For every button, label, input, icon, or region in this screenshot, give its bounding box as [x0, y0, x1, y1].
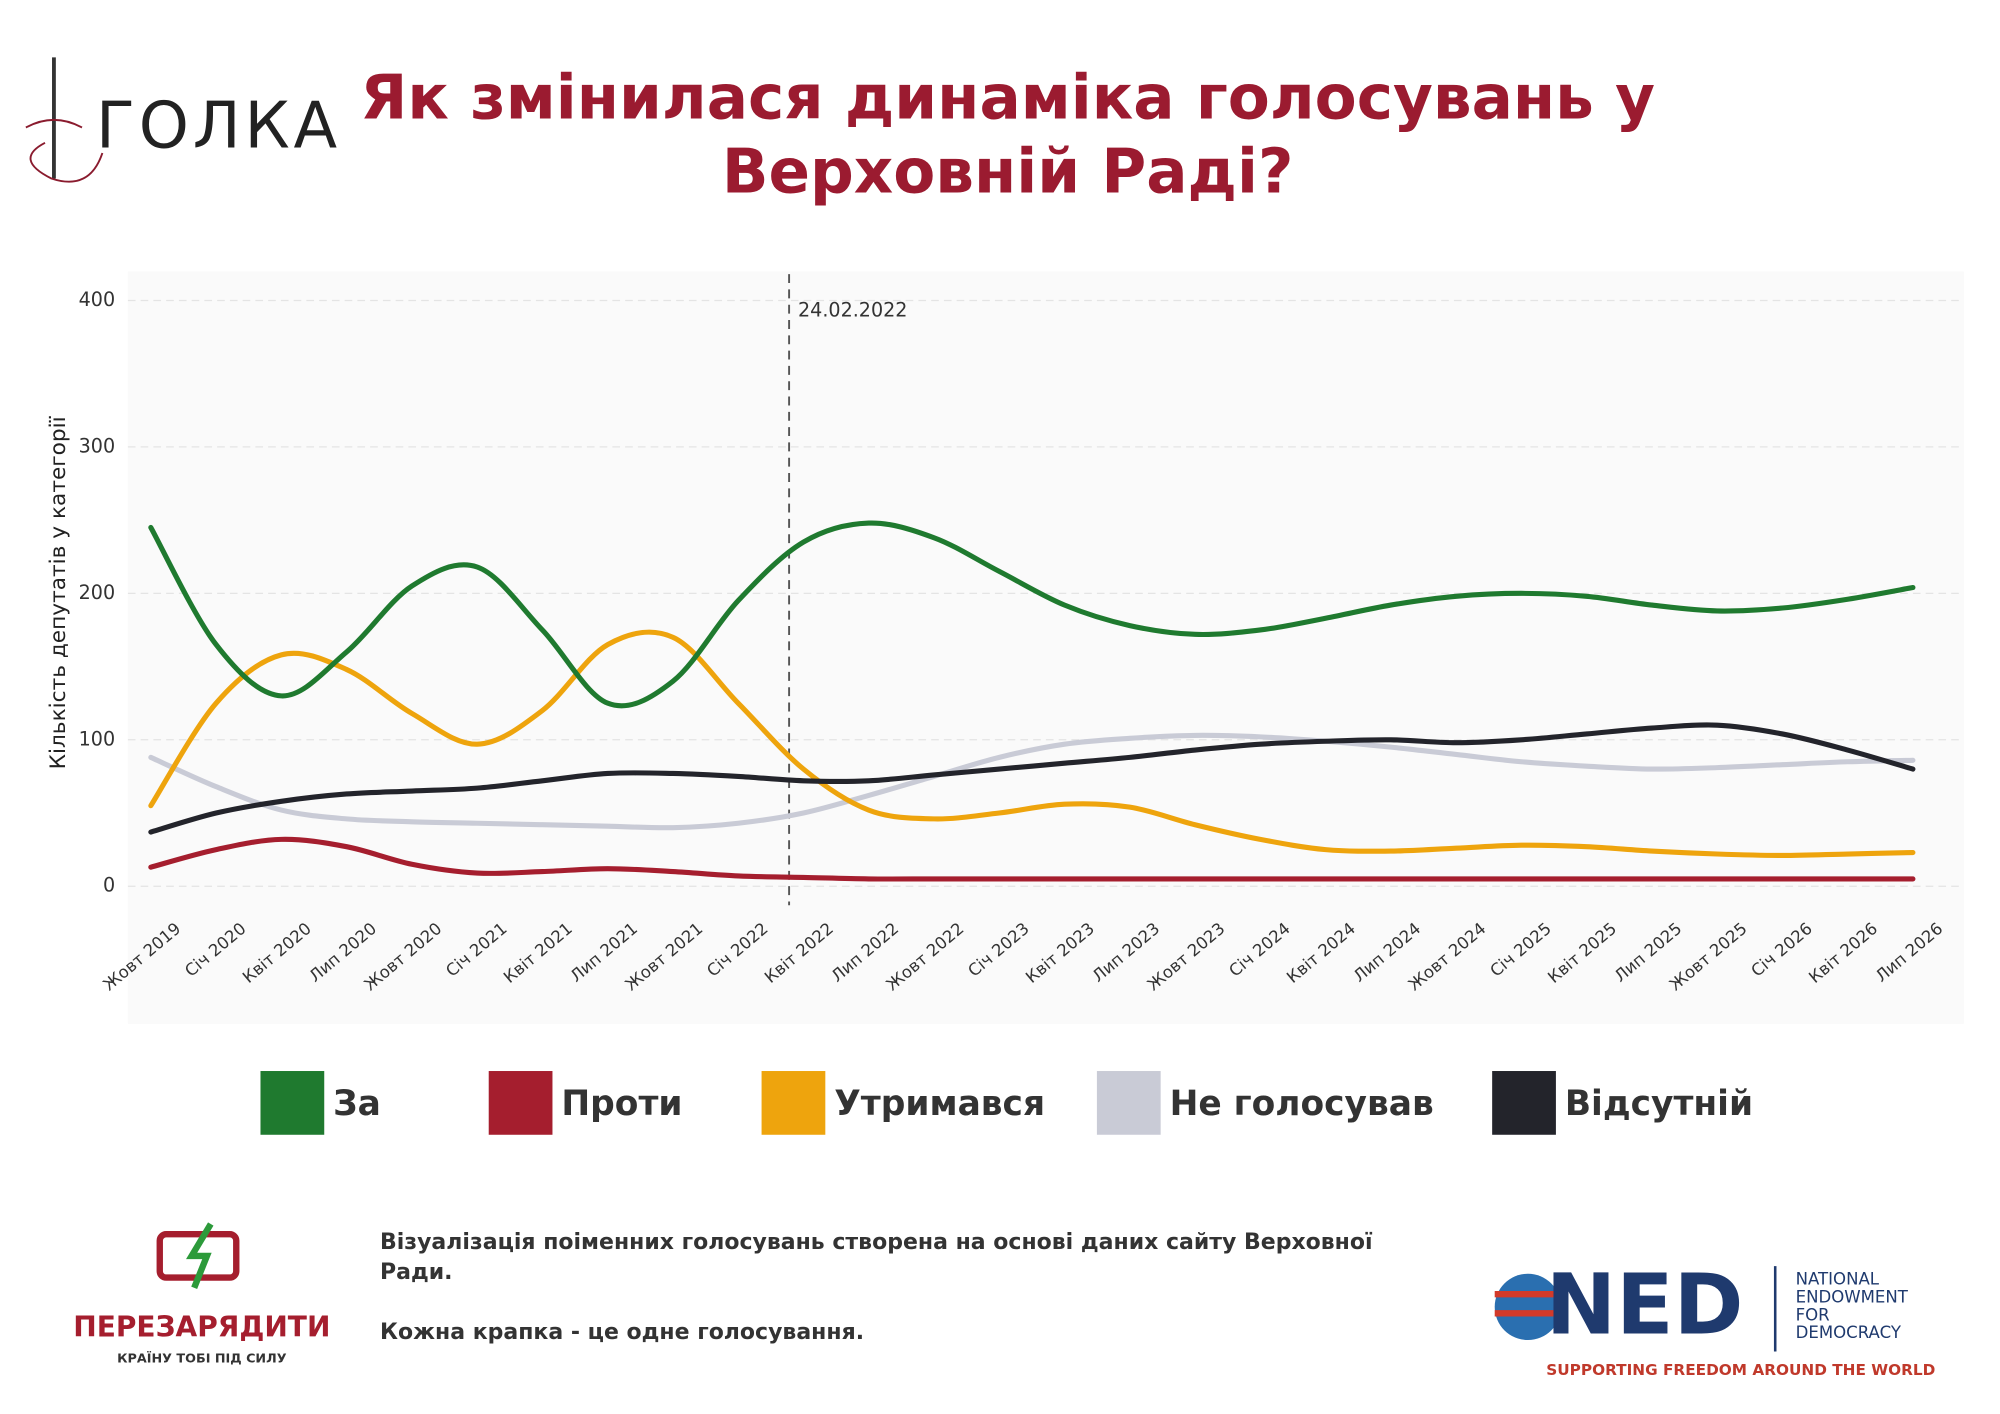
globe-icon: [1494, 1273, 1562, 1341]
series-line: [148, 629, 1916, 859]
ned-name: NED: [1546, 1256, 1744, 1354]
logo-text: ГОЛКА: [96, 90, 341, 164]
y-tick-label: 200: [79, 581, 115, 604]
legend-label: Проти: [561, 1084, 682, 1124]
logo-thread: [25, 118, 104, 183]
ned-fullname: DEMOCRACY: [1796, 1323, 1902, 1342]
footer-note: Кожна крапка - це одне голосування.: [380, 1320, 865, 1345]
y-tick-label: 300: [79, 434, 115, 457]
partner-logo: ПЕРЕЗАРЯДИТИ КРАЇНУ ТОБІ ПІД СИЛУ: [73, 1222, 330, 1367]
bolt-icon: [186, 1222, 214, 1289]
partner-name: ПЕРЕЗАРЯДИТИ: [73, 1311, 330, 1344]
event-label: 24.02.2022: [798, 299, 907, 322]
series-line: [148, 520, 1916, 709]
legend-swatch: [488, 1071, 553, 1135]
series-line: [148, 722, 1916, 835]
y-tick-label: 0: [103, 874, 115, 897]
legend-swatch: [1492, 1071, 1556, 1135]
title: Верховній Раді?: [722, 137, 1294, 208]
partner-tagline: КРАЇНУ ТОБІ ПІД СИЛУ: [117, 1351, 287, 1367]
y-axis-title: Кількість депутатів у категорії: [46, 415, 71, 769]
legend-swatch: [1096, 1071, 1161, 1135]
legend-label: Утримався: [834, 1084, 1045, 1124]
golka-logo: ГОЛКА: [25, 57, 341, 183]
footer-note: Візуалізація поіменних голосувань створе…: [380, 1230, 1373, 1285]
legend: За Проти Утримався Не голосував Відсутній: [260, 1071, 1753, 1135]
y-tick-label: 100: [79, 727, 115, 750]
series-line: [148, 732, 1916, 831]
ned-fullname: FOR: [1796, 1305, 1831, 1324]
legend-label: За: [333, 1084, 381, 1124]
series-line: [148, 836, 1916, 882]
ned-logo: NED NATIONAL ENDOWMENT FOR DEMOCRACY SUP…: [1494, 1256, 1935, 1379]
ned-fullname: NATIONAL: [1796, 1270, 1880, 1289]
title: Як змінилася динаміка голосувань у: [360, 63, 1655, 134]
legend-label: Не голосував: [1170, 1084, 1434, 1124]
plot-background: [127, 271, 1964, 1024]
legend-swatch: [761, 1071, 826, 1135]
ned-tagline: SUPPORTING FREEDOM AROUND THE WORLD: [1546, 1361, 1935, 1379]
y-tick-label: 400: [79, 288, 115, 311]
legend-swatch: [260, 1071, 325, 1135]
globe-stripes: [1494, 1290, 1562, 1317]
ned-fullname: ENDOWMENT: [1796, 1287, 1909, 1306]
legend-label: Відсутній: [1565, 1084, 1753, 1124]
